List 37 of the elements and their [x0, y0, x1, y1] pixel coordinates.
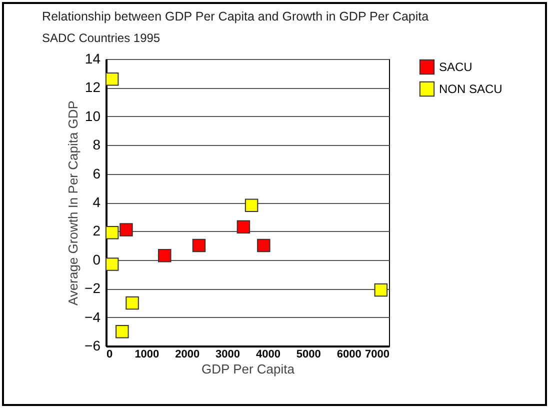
point	[244, 198, 258, 212]
x-tick-label: 3000	[216, 348, 240, 360]
y-tick-label: 12	[84, 79, 101, 96]
point	[158, 248, 172, 262]
x-tick-label: 5000	[296, 348, 321, 360]
y-tick-label: 6	[92, 165, 101, 182]
point	[105, 258, 119, 271]
chart-subtitle: SADC Countries 1995	[42, 31, 160, 45]
x-tick-label: 2000	[175, 348, 200, 360]
x-tick-label: 1000	[134, 348, 160, 360]
point	[126, 296, 139, 310]
point	[116, 325, 129, 338]
y-tick-label: 0	[92, 251, 101, 268]
point	[374, 283, 388, 297]
y-tick-label: −2	[84, 280, 101, 296]
point	[257, 238, 270, 252]
chart-title: Relationship between GDP Per Capita and Growth in GDP Per Capita	[42, 10, 429, 24]
y-tick-label: −4	[84, 308, 101, 325]
x-axis-title: GDP Per Capita	[202, 362, 296, 376]
x-tick-label: 4000	[256, 348, 280, 360]
legend-label: NON SACU	[439, 82, 502, 96]
y-tick-label: 8	[92, 136, 101, 153]
y-tick-label: −6	[84, 338, 101, 354]
point	[192, 238, 206, 252]
point	[105, 72, 119, 86]
point	[236, 220, 250, 234]
y-tick-label: 10	[84, 108, 101, 124]
y-tick-label: 14	[84, 50, 101, 66]
point	[120, 223, 133, 236]
y-tick-label: 2	[92, 222, 101, 239]
x-tick-label: 6000	[336, 348, 362, 360]
legend-label: SACU	[439, 60, 472, 74]
x-tick-label: 7000	[365, 348, 390, 360]
y-axis-title: Average Growth In Per Capita GDP	[66, 100, 81, 306]
point	[105, 226, 119, 240]
x-tick-label: 0	[106, 348, 113, 360]
y-tick-label: 4	[92, 194, 101, 210]
